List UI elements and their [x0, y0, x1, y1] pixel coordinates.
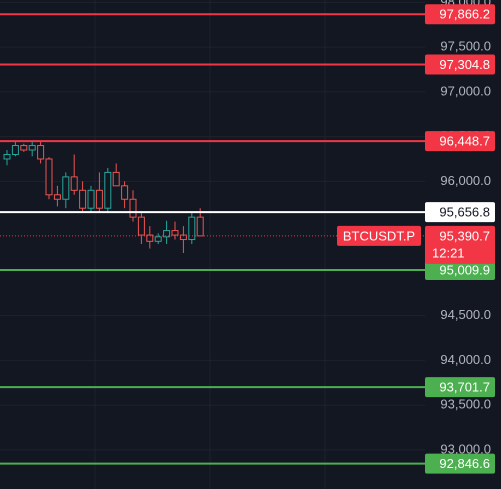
candle-body: [154, 236, 162, 242]
candle-body: [45, 158, 53, 196]
candle-body: [112, 171, 120, 187]
last-price-label: 95,390.7: [439, 228, 490, 243]
last-price-box: [425, 225, 495, 264]
candle-body: [3, 153, 11, 160]
candle-body: [196, 216, 204, 237]
candle-body: [163, 230, 171, 238]
level-label: 93,701.7: [439, 380, 490, 395]
level-label-box: [425, 131, 495, 152]
level-label: 96,448.7: [439, 134, 490, 149]
candle-body: [104, 171, 112, 209]
level-label: 95,656.8: [439, 205, 490, 220]
candle-body: [95, 189, 103, 209]
level-label-box: [425, 202, 495, 223]
level-label-box: [425, 259, 495, 280]
candle-body: [79, 189, 87, 209]
candle-body: [20, 145, 28, 151]
candle-body: [62, 176, 70, 200]
y-tick-label: 97,000.0: [440, 83, 491, 98]
candle-body: [129, 198, 137, 218]
level-label: 92,846.6: [439, 456, 490, 471]
candle-body: [37, 145, 45, 160]
y-tick-label: 96,000.0: [440, 173, 491, 188]
candle-body: [146, 234, 154, 242]
candle-body: [188, 216, 196, 241]
y-tick-label: 93,000.0: [440, 441, 491, 456]
y-tick-label: 94,000.0: [440, 352, 491, 367]
candle-body: [179, 234, 187, 241]
candle-body: [11, 145, 19, 155]
candle-body: [53, 194, 61, 200]
candle-body: [137, 216, 145, 236]
levels: 97,866.2 97,304.8 96,448.7 95,656.8 95,009.9…: [0, 4, 495, 474]
level-label-box: [425, 54, 495, 75]
y-tick-label: 97,500.0: [440, 39, 491, 54]
candle-body: [121, 185, 129, 200]
candles: [3, 141, 204, 253]
level-label: 95,009.9: [439, 262, 490, 277]
symbol-label: BTCUSDT.P: [343, 228, 415, 243]
level-label-box: [425, 4, 495, 25]
candle-body: [87, 189, 95, 209]
candle-body: [171, 230, 179, 236]
countdown-label: 12:21: [432, 245, 465, 260]
level-label: 97,866.2: [439, 7, 490, 22]
y-tick-label: 94,500.0: [440, 307, 491, 322]
level-label-box: [425, 453, 495, 474]
symbol-box: [337, 225, 421, 246]
y-tick-label: 93,500.0: [440, 397, 491, 412]
candle-body: [70, 176, 78, 191]
level-label: 97,304.8: [439, 57, 490, 72]
level-label-box: [425, 377, 495, 398]
candle-body: [28, 145, 36, 151]
